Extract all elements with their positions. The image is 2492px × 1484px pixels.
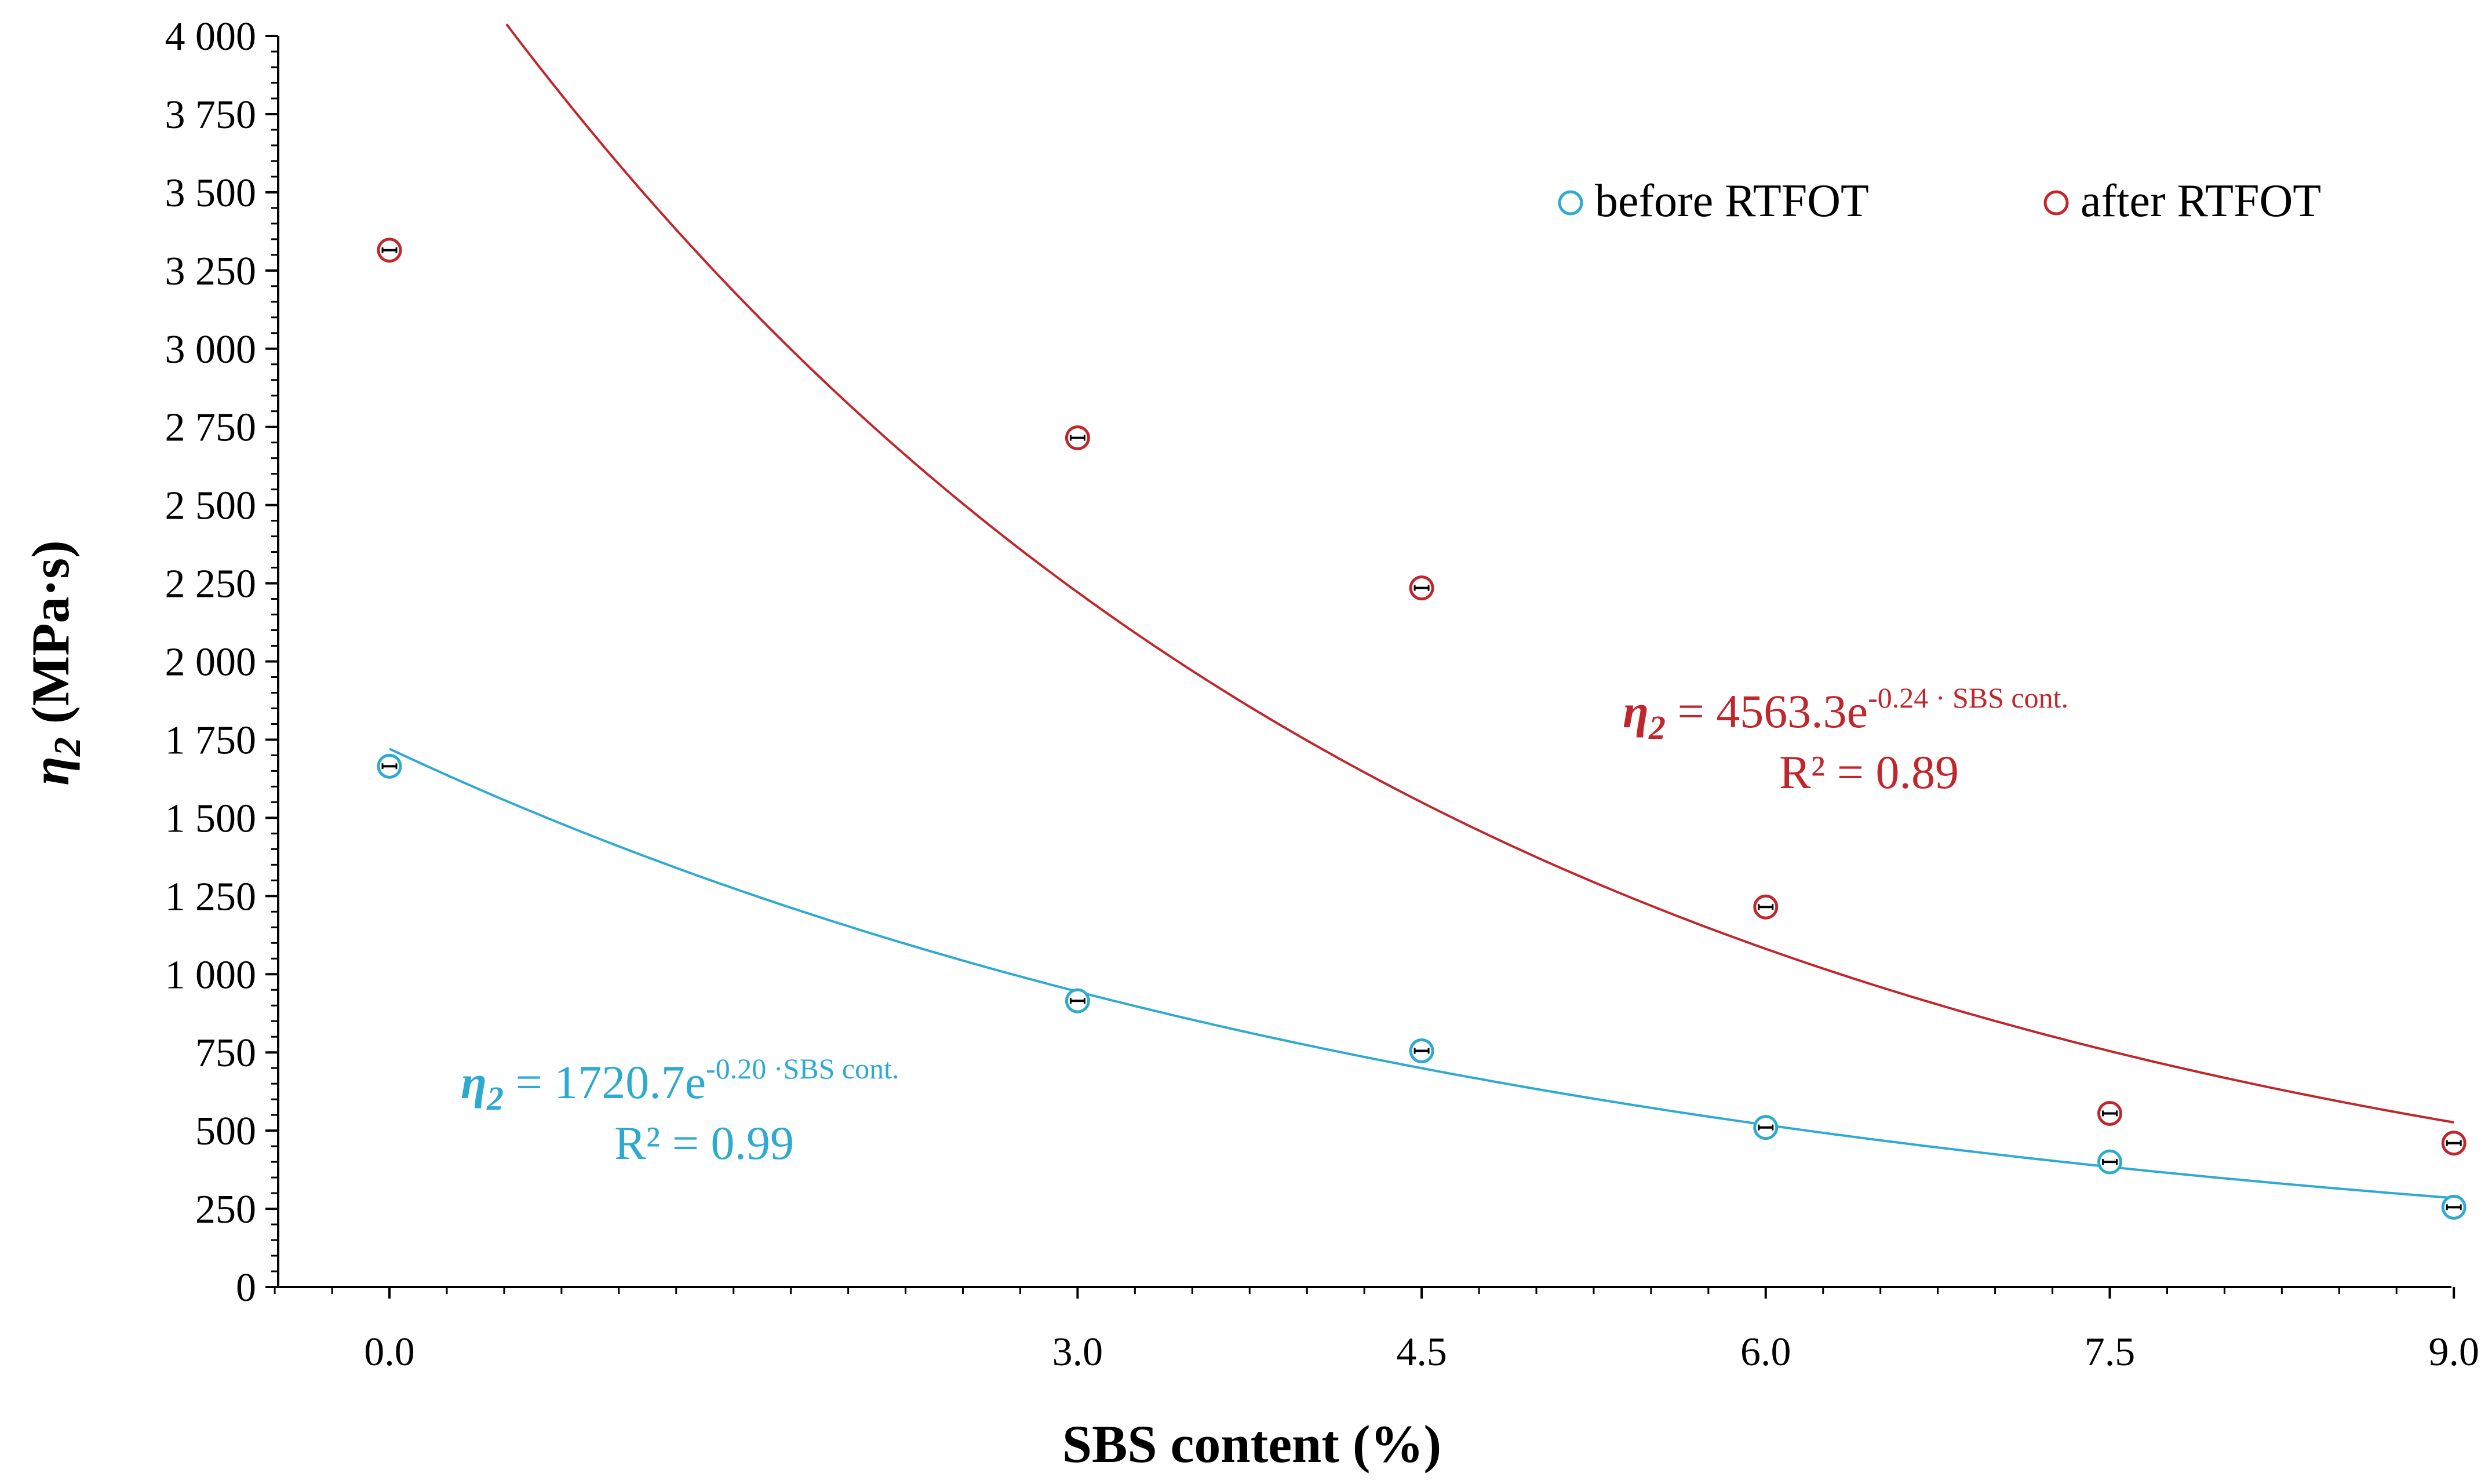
equation-before: η2 = 1720.7e-0.20 ·SBS cont. R² = 0.99 <box>461 1052 899 1169</box>
equation-after: η2 = 4563.3e-0.24 · SBS cont. R² = 0.89 <box>1623 681 2068 798</box>
x-tick-label: 9.0 <box>2428 1330 2479 1374</box>
equation-before-body: = 1720.7e <box>504 1056 706 1109</box>
y-tick-label: 750 <box>195 1031 256 1075</box>
equation-after-exponent: -0.24 · SBS cont. <box>1868 681 2068 714</box>
y-tick-label: 4 000 <box>165 14 257 59</box>
y-tick-label: 2 000 <box>165 640 257 685</box>
equation-after-formula: η2 = 4563.3e-0.24 · SBS cont. <box>1623 681 2068 746</box>
y-tick-label: 3 750 <box>165 93 257 137</box>
data-point-before <box>1409 1038 1434 1063</box>
y-tick-label: 3 500 <box>165 171 257 216</box>
fit-curve-after <box>505 23 2454 1124</box>
y-tick-label: 1 250 <box>165 874 257 919</box>
y-axis-title-subscript: 2 <box>46 737 89 757</box>
y-tick-label: 1 750 <box>165 718 257 763</box>
equation-after-subscript: 2 <box>1648 709 1666 746</box>
data-point-before <box>1065 988 1090 1013</box>
equation-after-r2: R² = 0.89 <box>1779 746 1959 798</box>
y-tick-label: 1 500 <box>165 796 257 841</box>
x-axis-ticks: 0.0 3.0 4.5 6.0 7.5 9.0 <box>274 1287 2479 1374</box>
data-point-before <box>2097 1149 2122 1175</box>
y-tick-label: 250 <box>195 1187 256 1232</box>
y-tick-label: 0 <box>236 1266 256 1310</box>
y-tick-label: 2 250 <box>165 562 257 607</box>
data-point-before <box>1753 1115 1779 1140</box>
data-point-after <box>1065 425 1090 451</box>
equation-before-symbol: η <box>461 1056 487 1109</box>
equation-before-exponent: -0.20 ·SBS cont. <box>706 1052 899 1085</box>
data-point-after <box>2097 1100 2122 1126</box>
legend-item-after: after RTFOT <box>2043 176 2321 227</box>
y-tick-label: 3 000 <box>165 327 257 372</box>
y-tick-label: 2 500 <box>165 484 257 528</box>
equation-after-symbol: η <box>1623 685 1649 738</box>
y-tick-label: 3 250 <box>165 249 257 294</box>
x-tick-label: 6.0 <box>1740 1330 1791 1374</box>
y-tick-label: 2 750 <box>165 406 257 450</box>
equation-before-formula: η2 = 1720.7e-0.20 ·SBS cont. <box>461 1052 899 1117</box>
equation-before-r2: R² = 0.99 <box>614 1117 794 1169</box>
x-axis-title: SBS content (%) <box>1062 1414 1441 1474</box>
x-tick-label: 0.0 <box>364 1330 415 1374</box>
data-point-before <box>377 753 402 779</box>
y-tick-label: 500 <box>195 1109 256 1154</box>
y-axis-title: η2 (MPa·s) <box>21 540 89 785</box>
legend-marker-before <box>1558 190 1583 216</box>
legend: before RTFOT after RTFOT <box>1558 176 2321 227</box>
x-tick-label: 3.0 <box>1052 1330 1103 1374</box>
data-point-after <box>2441 1131 2467 1156</box>
data-point-after <box>377 238 402 263</box>
data-point-before <box>2441 1194 2467 1220</box>
legend-label-before: before RTFOT <box>1595 176 1869 227</box>
y-tick-label: 1 000 <box>165 953 257 997</box>
data-point-after <box>1409 575 1434 601</box>
y-axis-title-symbol: η <box>21 756 80 786</box>
y-axis-ticks: 0 250 500 750 1 000 1 250 1 500 1 750 2 000 2 250… <box>165 14 278 1310</box>
legend-marker-after <box>2043 190 2069 216</box>
x-tick-label: 7.5 <box>2085 1330 2136 1374</box>
legend-item-before: before RTFOT <box>1558 176 1869 227</box>
data-point-after <box>1753 894 1779 920</box>
y-axis-title-unit: (MPa·s) <box>21 540 80 737</box>
legend-label-after: after RTFOT <box>2081 176 2321 227</box>
x-tick-label: 4.5 <box>1396 1330 1447 1374</box>
equation-after-body: = 4563.3e <box>1666 685 1868 738</box>
equation-before-subscript: 2 <box>486 1080 504 1117</box>
data-points <box>377 238 2467 1220</box>
